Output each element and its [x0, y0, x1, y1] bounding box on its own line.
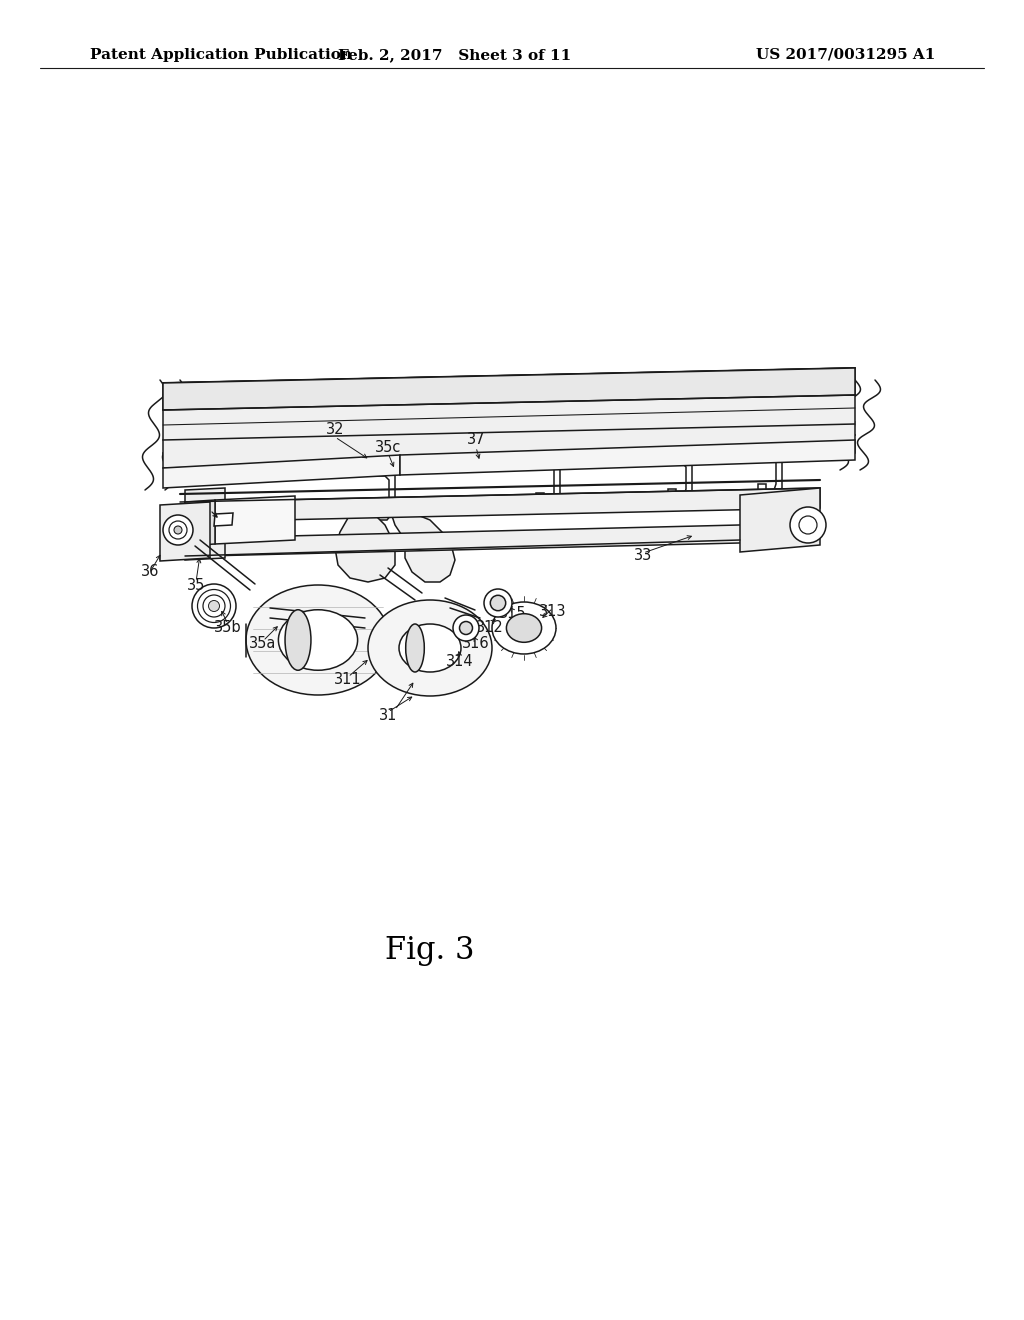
Circle shape — [174, 525, 182, 535]
Polygon shape — [400, 440, 855, 475]
Polygon shape — [185, 488, 820, 521]
Ellipse shape — [279, 610, 357, 671]
Ellipse shape — [246, 585, 390, 696]
Text: 37: 37 — [467, 433, 485, 447]
Polygon shape — [160, 502, 210, 561]
Circle shape — [193, 583, 236, 628]
Circle shape — [198, 590, 230, 623]
Circle shape — [169, 521, 187, 539]
Circle shape — [484, 589, 512, 616]
Text: 314: 314 — [446, 653, 474, 668]
Text: 35a: 35a — [249, 636, 276, 652]
Text: 33: 33 — [634, 549, 652, 564]
Text: 32: 32 — [326, 422, 344, 437]
Text: US 2017/0031295 A1: US 2017/0031295 A1 — [756, 48, 935, 62]
Polygon shape — [755, 450, 782, 498]
Polygon shape — [335, 500, 395, 582]
Ellipse shape — [507, 614, 542, 643]
Circle shape — [460, 622, 472, 635]
Ellipse shape — [368, 601, 492, 696]
Text: 31: 31 — [379, 708, 397, 722]
Circle shape — [203, 595, 225, 616]
Polygon shape — [390, 508, 455, 582]
Circle shape — [490, 595, 506, 611]
Text: 35b: 35b — [214, 619, 242, 635]
Circle shape — [799, 516, 817, 535]
Text: 35c: 35c — [375, 440, 401, 454]
Polygon shape — [532, 455, 560, 507]
Circle shape — [209, 601, 219, 611]
Text: 313: 313 — [540, 603, 566, 619]
Circle shape — [453, 615, 479, 642]
Text: 311: 311 — [334, 672, 361, 688]
Circle shape — [790, 507, 826, 543]
Text: Fig. 3: Fig. 3 — [385, 935, 475, 965]
Text: 315: 315 — [499, 606, 526, 622]
Polygon shape — [215, 496, 295, 544]
Polygon shape — [214, 513, 233, 525]
Circle shape — [163, 515, 193, 545]
Polygon shape — [163, 368, 855, 469]
Text: 35: 35 — [186, 578, 205, 593]
Text: Patent Application Publication: Patent Application Publication — [90, 48, 352, 62]
Ellipse shape — [406, 624, 424, 672]
Polygon shape — [185, 488, 225, 560]
Ellipse shape — [492, 602, 556, 653]
Text: Feb. 2, 2017   Sheet 3 of 11: Feb. 2, 2017 Sheet 3 of 11 — [338, 48, 571, 62]
Text: 316: 316 — [462, 636, 489, 652]
Polygon shape — [163, 455, 400, 488]
Polygon shape — [205, 524, 780, 556]
Ellipse shape — [399, 624, 461, 672]
Text: 312: 312 — [476, 619, 504, 635]
Polygon shape — [185, 500, 215, 546]
Polygon shape — [367, 469, 395, 520]
Text: 36: 36 — [141, 565, 159, 579]
Ellipse shape — [285, 610, 311, 671]
Polygon shape — [163, 368, 855, 411]
Polygon shape — [740, 488, 820, 552]
Polygon shape — [665, 455, 692, 503]
